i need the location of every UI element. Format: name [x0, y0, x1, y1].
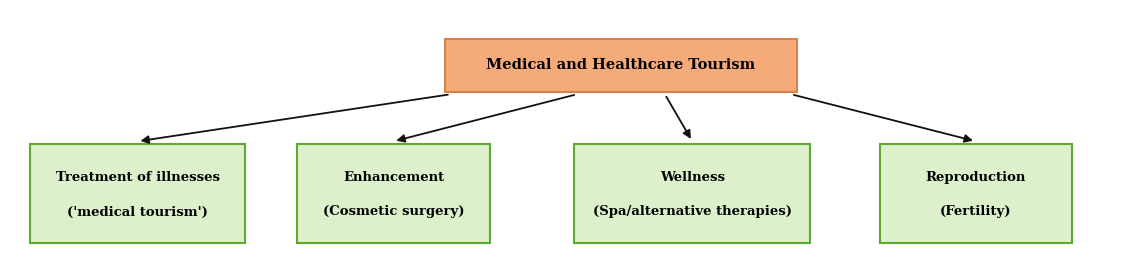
- Text: Reproduction: Reproduction: [926, 171, 1026, 184]
- FancyBboxPatch shape: [574, 144, 810, 244]
- Text: (Cosmetic surgery): (Cosmetic surgery): [323, 206, 464, 218]
- Text: (Spa/alternative therapies): (Spa/alternative therapies): [593, 206, 791, 218]
- FancyBboxPatch shape: [445, 39, 797, 92]
- Text: (Fertility): (Fertility): [941, 206, 1011, 218]
- Text: Enhancement: Enhancement: [343, 171, 444, 184]
- FancyBboxPatch shape: [880, 144, 1072, 244]
- Text: Treatment of illnesses: Treatment of illnesses: [56, 171, 220, 184]
- FancyBboxPatch shape: [30, 144, 244, 244]
- Text: ('medical tourism'): ('medical tourism'): [67, 206, 209, 218]
- FancyBboxPatch shape: [297, 144, 490, 244]
- Text: Medical and Healthcare Tourism: Medical and Healthcare Tourism: [487, 58, 756, 72]
- Text: Wellness: Wellness: [660, 171, 725, 184]
